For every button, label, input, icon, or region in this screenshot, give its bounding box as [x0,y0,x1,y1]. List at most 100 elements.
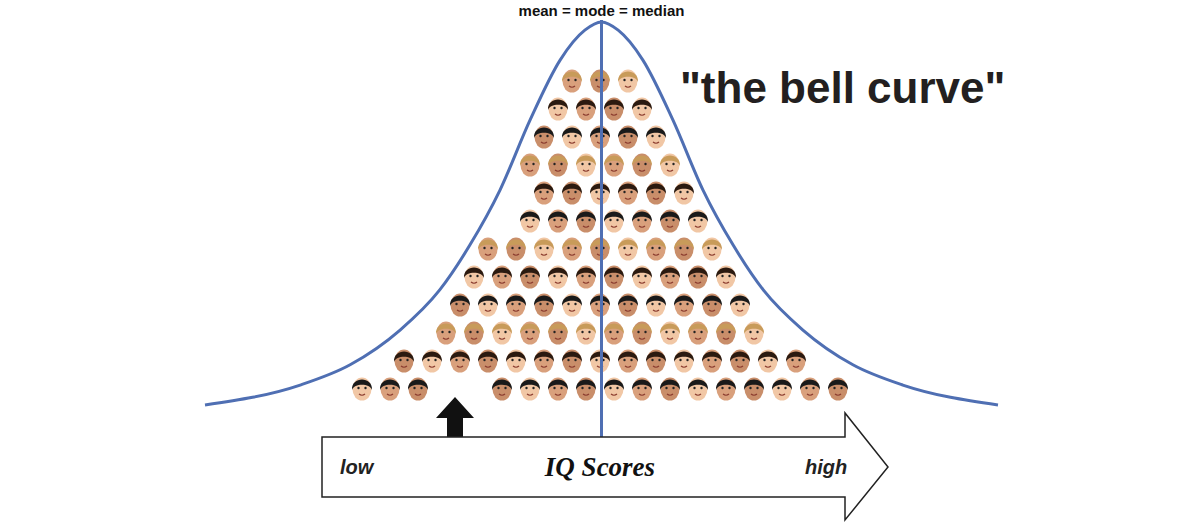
face-skin [717,322,736,345]
face-eye [686,247,688,249]
face-eye [644,219,646,221]
face-skin [521,210,540,233]
face-eye [476,331,478,333]
face-eye [637,163,639,165]
face [660,154,680,177]
face [632,378,652,401]
face-mouth [639,114,645,115]
face-eye [567,359,569,361]
face-mouth [639,394,645,395]
face-skin [703,238,722,261]
face-hair [744,324,764,335]
face [534,182,554,205]
face-hair [464,268,484,279]
face-hair [618,184,638,195]
face-skin [605,154,624,177]
face-hair [478,352,498,363]
face-eye [721,387,723,389]
face-mouth [639,226,645,227]
face-hair [660,212,680,223]
face-hair [632,156,652,167]
face [660,210,680,233]
face-eye [623,247,625,249]
face-eye [693,331,695,333]
face-eye [581,163,583,165]
face [618,238,638,261]
face-mouth [569,254,575,255]
face-hair [450,296,470,307]
face [744,378,764,401]
face-hair [562,240,582,251]
face [576,378,596,401]
face-eye [616,387,618,389]
face-skin [577,378,596,401]
face [660,378,680,401]
face-eye [532,275,534,277]
face-mouth [541,310,547,311]
face-skin [605,266,624,289]
face-mouth [485,254,491,255]
face-eye [469,275,471,277]
face-eye [567,79,569,81]
face-mouth [667,226,673,227]
face-skin [605,322,624,345]
face [408,378,428,401]
face-hair [534,184,554,195]
face-eye [637,107,639,109]
face-mouth [583,170,589,171]
face-hair [562,296,582,307]
face-eye [511,303,513,305]
face-eye [714,303,716,305]
face-hair [660,156,680,167]
face-hair [688,324,708,335]
face-hair [576,212,596,223]
face-skin [437,322,456,345]
face-hair [716,380,736,391]
face-eye [728,275,730,277]
face-eye [539,247,541,249]
face-skin [563,182,582,205]
face-eye [651,359,653,361]
face-eye [539,191,541,193]
face-eye [532,331,534,333]
face-skin [647,294,666,317]
face-eye [581,107,583,109]
face [674,350,694,373]
face-mouth [611,226,617,227]
face-mouth [709,366,715,367]
face-hair [674,352,694,363]
face [492,322,512,345]
face-eye [763,359,765,361]
face-hair [618,72,638,83]
face-eye [833,387,835,389]
face [702,350,722,373]
face [548,210,568,233]
face-hair [674,240,694,251]
face-hair [492,268,512,279]
face-skin [787,350,806,373]
face-eye [567,191,569,193]
face [646,294,666,317]
face-eye [714,359,716,361]
face-eye [665,331,667,333]
face [562,238,582,261]
face-hair [730,296,750,307]
face-mouth [681,198,687,199]
face-eye [525,275,527,277]
face-skin [801,378,820,401]
face-hair [352,380,372,391]
face [632,266,652,289]
face-eye [672,331,674,333]
face-skin [563,350,582,373]
face-eye [735,359,737,361]
face-eye [623,191,625,193]
face-eye [805,387,807,389]
face-mouth [513,366,519,367]
face-hair [464,324,484,335]
face-eye [504,275,506,277]
face-eye [616,107,618,109]
face-eye [707,359,709,361]
face-hair [478,296,498,307]
face-skin [535,238,554,261]
axis-high-label: high [805,456,847,478]
